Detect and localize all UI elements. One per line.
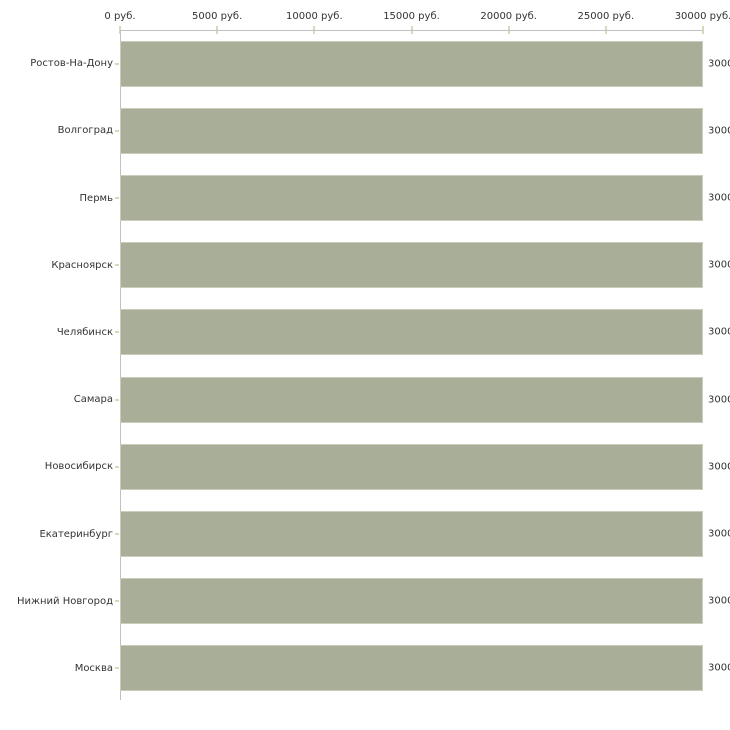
bar-value-label: 30000	[708, 125, 730, 137]
x-axis-tick-label: 25000 руб.	[577, 11, 635, 22]
bar-row: Самара 30000	[0, 366, 730, 433]
bar-value-label: 30000	[708, 394, 730, 406]
bar-value-label: 30000	[708, 461, 730, 473]
bar-row: Волгоград 30000	[0, 97, 730, 164]
y-axis-tick-mark	[115, 465, 119, 468]
x-axis-tick-label: 0 руб.	[104, 11, 136, 22]
bar	[120, 309, 703, 356]
y-axis-tick-mark	[115, 667, 119, 670]
bar-row: Екатеринбург 30000	[0, 500, 730, 567]
category-label: Пермь	[79, 192, 113, 204]
y-axis-tick-mark	[115, 129, 119, 132]
category-label: Нижний Новгород	[16, 595, 113, 607]
category-label: Волгоград	[57, 125, 113, 137]
x-axis-tick-label: 15000 руб.	[383, 11, 440, 22]
y-axis-tick-mark	[115, 62, 119, 65]
bar-value-label: 30000	[708, 58, 730, 70]
plot-rows: Ростов-На-Дону 30000 Волгоград 30000 Пер…	[0, 30, 730, 702]
bar-row: Новосибирск 30000	[0, 433, 730, 500]
y-axis-category-cell: Екатеринбург	[0, 500, 120, 567]
bar	[120, 175, 703, 221]
bar-row: Красноярск 30000	[0, 232, 730, 299]
x-axis-tick-mark	[702, 26, 704, 34]
y-axis-category-cell: Красноярск	[0, 232, 120, 299]
x-axis-tick-label: 5000 руб.	[192, 11, 243, 22]
y-axis-category-cell: Челябинск	[0, 299, 120, 366]
y-axis-tick-mark	[115, 264, 119, 267]
bar-value-label: 30000	[708, 528, 730, 540]
x-axis-tick-label: 30000 руб.	[674, 11, 730, 22]
category-label: Челябинск	[56, 326, 113, 338]
bar-row: Москва 30000	[0, 635, 730, 702]
bar-cell: 30000	[120, 433, 730, 500]
bar-row: Пермь 30000	[0, 164, 730, 231]
y-axis-tick-mark	[115, 331, 119, 334]
bar	[120, 443, 703, 490]
bar-cell: 30000	[120, 568, 730, 635]
y-axis-category-cell: Волгоград	[0, 97, 120, 164]
bar-cell: 30000	[120, 299, 730, 366]
y-axis-tick-mark	[115, 197, 119, 199]
bar-row: Ростов-На-Дону 30000	[0, 30, 730, 97]
y-axis-category-cell: Самара	[0, 366, 120, 433]
bar	[120, 40, 703, 87]
bar-value-label: 30000	[708, 595, 730, 607]
bar-row: Нижний Новгород 30000	[0, 568, 730, 635]
y-axis-category-cell: Москва	[0, 635, 120, 702]
category-label: Новосибирск	[44, 461, 113, 473]
category-label: Красноярск	[51, 259, 113, 271]
bar-value-label: 30000	[708, 326, 730, 338]
bar-row: Челябинск 30000	[0, 299, 730, 366]
y-axis-category-cell: Пермь	[0, 164, 120, 231]
y-axis-line	[120, 30, 121, 700]
bar-cell: 30000	[120, 635, 730, 702]
y-axis-category-cell: Ростов-На-Дону	[0, 30, 120, 97]
bar-cell: 30000	[120, 366, 730, 433]
y-axis-tick-mark	[115, 398, 119, 401]
bar	[120, 578, 703, 625]
bar-value-label: 30000	[708, 259, 730, 271]
x-axis-line	[120, 30, 703, 31]
y-axis-tick-mark	[115, 533, 119, 536]
bar-value-label: 30000	[708, 662, 730, 674]
bar-cell: 30000	[120, 232, 730, 299]
y-axis-category-cell: Новосибирск	[0, 433, 120, 500]
bar	[120, 376, 703, 423]
bar-cell: 30000	[120, 500, 730, 567]
bar-cell: 30000	[120, 164, 730, 231]
x-axis-tick-label: 20000 руб.	[480, 11, 537, 22]
bar	[120, 242, 703, 289]
category-label: Москва	[74, 662, 113, 674]
bar	[120, 511, 703, 558]
y-axis-tick-mark	[115, 600, 119, 603]
x-axis-tick-labels: 0 руб. 5000 руб. 10000 руб. 15000 руб. 20000…	[104, 10, 730, 24]
bar	[120, 645, 703, 692]
x-axis-tick-label: 10000 руб.	[286, 11, 343, 22]
bar-value-label: 30000	[708, 192, 730, 204]
bar-cell: 30000	[120, 97, 730, 164]
bar	[120, 107, 703, 154]
bar-cell: 30000	[120, 30, 730, 97]
category-label: Самара	[73, 394, 113, 406]
category-label: Екатеринбург	[39, 528, 113, 540]
category-label: Ростов-На-Дону	[30, 58, 113, 70]
y-axis-category-cell: Нижний Новгород	[0, 568, 120, 635]
